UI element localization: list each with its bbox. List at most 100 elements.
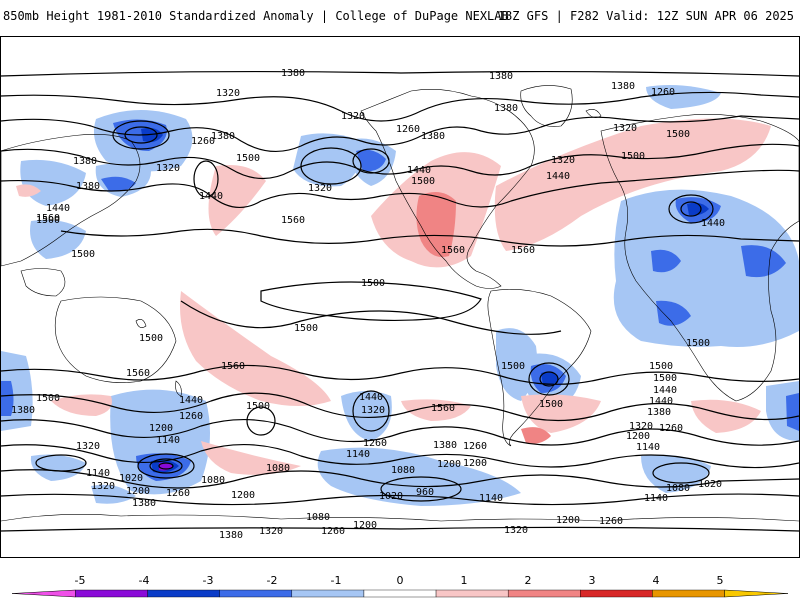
contour-label: 1440 bbox=[653, 385, 677, 396]
colorbar-tick-label: 4 bbox=[653, 574, 660, 587]
contour-label: 1200 bbox=[463, 458, 487, 469]
anomaly-map: 1380 1320 1380 1260 1380 1320 1380 1260 … bbox=[0, 36, 800, 558]
contour-label: 1020 bbox=[379, 491, 403, 502]
contour-label: 1500 bbox=[686, 338, 710, 349]
colorbar-segment bbox=[580, 589, 653, 598]
contour-label: 1320 bbox=[613, 123, 637, 134]
colorbar-segment bbox=[219, 589, 293, 598]
contour-label: 1500 bbox=[649, 361, 673, 372]
map-canvas: 1380 1320 1380 1260 1380 1320 1380 1260 … bbox=[1, 68, 799, 541]
contour-label: 1500 bbox=[666, 129, 690, 140]
contour-label: 1380 bbox=[132, 498, 156, 509]
contour-label: 1320 bbox=[504, 525, 528, 536]
contour-label: 1440 bbox=[407, 165, 431, 176]
contour-label: 960 bbox=[416, 487, 434, 498]
colorbar: -5 -4 -3 -2 -1 0 1 2 3 4 5 bbox=[0, 566, 800, 600]
contour-label: 1500 bbox=[653, 373, 677, 384]
colorbar-segment bbox=[363, 589, 437, 598]
contour-label: 1140 bbox=[156, 435, 180, 446]
contour-label: 1200 bbox=[149, 423, 173, 434]
contour-label: 1500 bbox=[539, 399, 563, 410]
contour-label: 1500 bbox=[236, 153, 260, 164]
colorbar-tick-label: 1 bbox=[461, 574, 468, 587]
colorbar-segment bbox=[75, 589, 148, 598]
contour-label: 1440 bbox=[546, 171, 570, 182]
contour-label: 1500 bbox=[36, 215, 60, 226]
contour-label: 1320 bbox=[259, 526, 283, 537]
positive-anomaly-medium bbox=[416, 192, 551, 444]
contour-label: 1380 bbox=[433, 440, 457, 451]
contour-label: 1260 bbox=[463, 441, 487, 452]
contour-label: 1260 bbox=[321, 526, 345, 537]
colorbar-tick-label: 3 bbox=[589, 574, 596, 587]
contour-label: 1320 bbox=[76, 441, 100, 452]
contour-label: 1500 bbox=[36, 393, 60, 404]
contour-label: 1200 bbox=[353, 520, 377, 531]
contour-label: 1500 bbox=[71, 249, 95, 260]
contour-label: 1560 bbox=[431, 403, 455, 414]
colorbar-tick-label: -2 bbox=[267, 574, 278, 587]
colorbar-extend-high bbox=[724, 589, 789, 598]
contour-label: 1500 bbox=[139, 333, 163, 344]
model-run-info: 18Z GFS | F282 Valid: 12Z SUN APR 06 202… bbox=[497, 9, 794, 23]
header: 850mb Height 1981-2010 Standardized Anom… bbox=[0, 0, 800, 36]
contour-label: 1200 bbox=[231, 490, 255, 501]
contour-label: 1560 bbox=[221, 361, 245, 372]
contour-label: 1380 bbox=[76, 181, 100, 192]
contour-label: 1440 bbox=[179, 395, 203, 406]
contour-label: 1380 bbox=[73, 156, 97, 167]
contour-label: 1260 bbox=[363, 438, 387, 449]
contour-label: 1380 bbox=[219, 530, 243, 541]
contour-label: 1560 bbox=[281, 215, 305, 226]
height-contours bbox=[1, 70, 799, 532]
contour-label: 1380 bbox=[211, 131, 235, 142]
contour-label: 1020 bbox=[698, 479, 722, 490]
contour-label: 1320 bbox=[629, 421, 653, 432]
contour-label: 1380 bbox=[494, 103, 518, 114]
contour-label: 1080 bbox=[666, 483, 690, 494]
contour-label: 1080 bbox=[201, 475, 225, 486]
contour-label: 1380 bbox=[647, 407, 671, 418]
contour-label: 1080 bbox=[391, 465, 415, 476]
contour-label: 1500 bbox=[411, 176, 435, 187]
contour-label: 1440 bbox=[46, 203, 70, 214]
contour-label: 1260 bbox=[166, 488, 190, 499]
contour-label: 1260 bbox=[179, 411, 203, 422]
contour-label: 1500 bbox=[294, 323, 318, 334]
colorbar-segment bbox=[435, 589, 509, 598]
negative-anomaly-strong bbox=[141, 127, 709, 473]
contour-label: 1320 bbox=[551, 155, 575, 166]
contour-label: 1440 bbox=[199, 191, 223, 202]
colorbar-segment bbox=[652, 589, 725, 598]
contour-labels: 1380 1320 1380 1260 1380 1320 1380 1260 … bbox=[11, 68, 725, 541]
contour-label: 1560 bbox=[441, 245, 465, 256]
contour-label: 1440 bbox=[649, 396, 673, 407]
contour-label: 1140 bbox=[479, 493, 503, 504]
contour-label: 1380 bbox=[611, 81, 635, 92]
contour-label: 1140 bbox=[346, 449, 370, 460]
colorbar-tick-label: 2 bbox=[525, 574, 532, 587]
colorbar-tick-label: -5 bbox=[75, 574, 86, 587]
contour-label: 1560 bbox=[126, 368, 150, 379]
contour-label: 1560 bbox=[36, 213, 60, 224]
contour-label: 1140 bbox=[636, 442, 660, 453]
contour-label: 1320 bbox=[341, 111, 365, 122]
contour-label: 1200 bbox=[626, 431, 650, 442]
contour-label: 1260 bbox=[659, 423, 683, 434]
contour-label: 1260 bbox=[396, 124, 420, 135]
negative-anomaly-medium bbox=[1, 119, 799, 481]
anomaly-shading bbox=[1, 85, 799, 506]
contour-label: 1320 bbox=[156, 163, 180, 174]
contour-label: 1380 bbox=[421, 131, 445, 142]
contour-label: 1380 bbox=[281, 68, 305, 79]
contour-label: 1500 bbox=[246, 401, 270, 412]
contour-label: 1500 bbox=[621, 151, 645, 162]
colorbar-tick-label: 0 bbox=[397, 574, 404, 587]
contour-label: 1140 bbox=[86, 468, 110, 479]
contour-label: 1320 bbox=[216, 88, 240, 99]
contour-label: 1080 bbox=[266, 463, 290, 474]
contour-label: 1020 bbox=[119, 473, 143, 484]
colorbar-segment bbox=[291, 589, 365, 598]
colorbar-tick-label: -1 bbox=[331, 574, 342, 587]
contour-label: 1200 bbox=[126, 486, 150, 497]
